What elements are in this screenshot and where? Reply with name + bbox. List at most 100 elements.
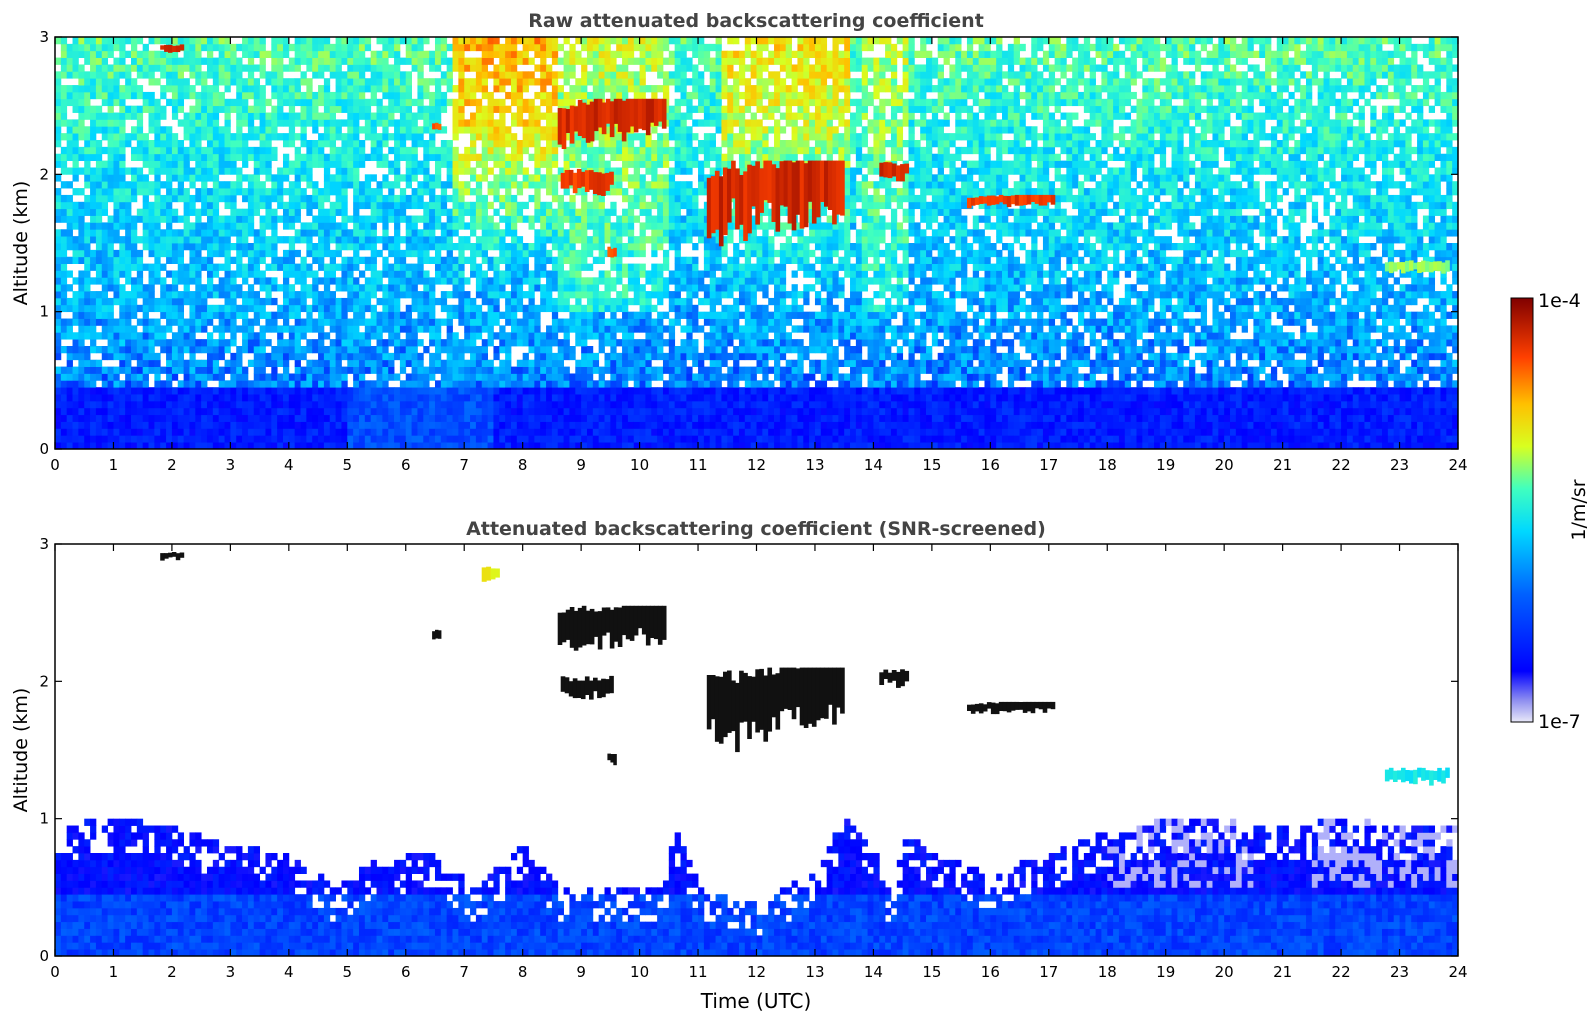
cloud-segment (1046, 194, 1052, 203)
cloud-segment (759, 668, 764, 730)
cloud-segment (795, 160, 801, 215)
cloud-segment (727, 168, 732, 223)
cloud-segment (710, 675, 716, 720)
x-tick-label: 22 (1332, 456, 1351, 474)
x-tick-label: 21 (1273, 963, 1292, 981)
cloud-segment (1034, 701, 1040, 709)
x-tick-label: 22 (1332, 963, 1351, 981)
cloud-segment (824, 160, 829, 207)
x-tick-label: 18 (1098, 963, 1117, 981)
cloud-segment (637, 605, 643, 629)
cloud-segment (731, 680, 736, 732)
cloud-segment (490, 568, 496, 580)
cloud-segment (1030, 701, 1036, 714)
cloud-segment (836, 667, 841, 708)
cloud-segment (723, 671, 728, 738)
x-tick-label: 4 (284, 963, 294, 981)
cloud-segment (739, 670, 744, 723)
x-tick-label: 12 (747, 456, 766, 474)
cloud-segment (168, 552, 173, 558)
x-tick-label: 24 (1448, 963, 1467, 981)
cloud-segment (710, 176, 716, 234)
cloud-segment (629, 605, 635, 641)
cloud-segment (706, 675, 712, 730)
cloud-segment (998, 701, 1004, 711)
cloud-segment (605, 679, 610, 694)
cloud-segment (783, 160, 789, 207)
x-tick-label: 1 (109, 456, 119, 474)
cloud-segment (811, 160, 817, 224)
cloud-segment (967, 197, 972, 209)
cloud-segment (891, 163, 897, 177)
cloud-segment (1042, 701, 1048, 713)
x-tick-label: 14 (864, 456, 883, 474)
aerosol-layer-segment (1384, 769, 1390, 782)
cloud-segment (879, 162, 885, 177)
cloud-segment (1006, 196, 1012, 208)
cloud-segment (1038, 194, 1044, 206)
cloud-segment (607, 753, 611, 761)
cloud-segment (494, 568, 500, 578)
x-tick-label: 12 (747, 963, 766, 981)
aerosol-layer-segment (1409, 770, 1414, 784)
cloud-segment (896, 671, 901, 688)
cloud-segment (978, 703, 984, 714)
x-tick-label: 17 (1039, 456, 1058, 474)
x-tick-label: 8 (518, 963, 528, 981)
cloud-segment (613, 754, 617, 766)
cloud-segment (437, 123, 442, 130)
cloud-segment (568, 681, 574, 697)
x-tick-label: 23 (1390, 963, 1409, 981)
cloud-segment (836, 160, 841, 215)
aerosol-layer-segment (1401, 262, 1406, 274)
cloud-segment (609, 609, 615, 649)
cloud-segment (1010, 195, 1016, 205)
cloud-segment (637, 98, 643, 129)
aerosol-layer-segment (1413, 769, 1418, 785)
cloud-segment (986, 195, 992, 206)
aerosol-layer-segment (1425, 261, 1430, 272)
cloud-segment (714, 170, 720, 230)
cloud-segment (755, 669, 760, 733)
cloud-segment (824, 667, 829, 719)
cloud-segment (609, 101, 615, 138)
cloud-segment (609, 171, 614, 185)
x-tick-label: 20 (1215, 963, 1234, 981)
cloud-segment (1006, 701, 1012, 713)
cloud-segment (568, 169, 574, 186)
y-tick-label: 3 (39, 28, 49, 46)
cloud-segment (629, 98, 635, 127)
cloud-segment (565, 109, 571, 133)
x-tick-label: 13 (805, 456, 824, 474)
y-tick-label: 2 (39, 165, 49, 183)
cloud-segment (1026, 194, 1032, 205)
cloud-segment (573, 106, 579, 132)
colorbar-unit-label: 1/m/sr (1568, 479, 1590, 540)
x-tick-label: 13 (805, 963, 824, 981)
cloud-segment (601, 678, 606, 698)
cloud-segment (891, 670, 897, 681)
cloud-segment (775, 168, 781, 232)
cloud-segment (739, 175, 744, 225)
cloud-segment (1022, 701, 1028, 713)
aerosol-layer-segment (1437, 261, 1442, 272)
axes-raw: 0 1 2 3 4 5 6 7 8 9 10 11 12 13 14 15 16 17 18 19 20 21 22 23 24… (39, 28, 1467, 474)
x-tick-label: 6 (401, 963, 411, 981)
cloud-segment (714, 676, 720, 742)
cloud-segment (625, 98, 631, 133)
aerosol-layer-segment (1429, 770, 1434, 786)
cloud-segment (747, 164, 752, 234)
cloud-segment (557, 612, 563, 645)
cloud-segment (1034, 194, 1040, 204)
cloud-segment (179, 552, 185, 558)
cloud-segment (1050, 701, 1056, 710)
cloud-segment (175, 45, 181, 53)
cloud-segment (661, 98, 667, 129)
cloud-segment (641, 605, 647, 635)
cloud-segment (887, 672, 893, 683)
panel-raw-title: Raw attenuated backscattering coefficien… (528, 10, 984, 32)
cloud-segment (584, 676, 590, 695)
cloud-segment (747, 676, 752, 739)
backscatter-field (55, 818, 1458, 956)
cloud-segment (561, 108, 567, 149)
